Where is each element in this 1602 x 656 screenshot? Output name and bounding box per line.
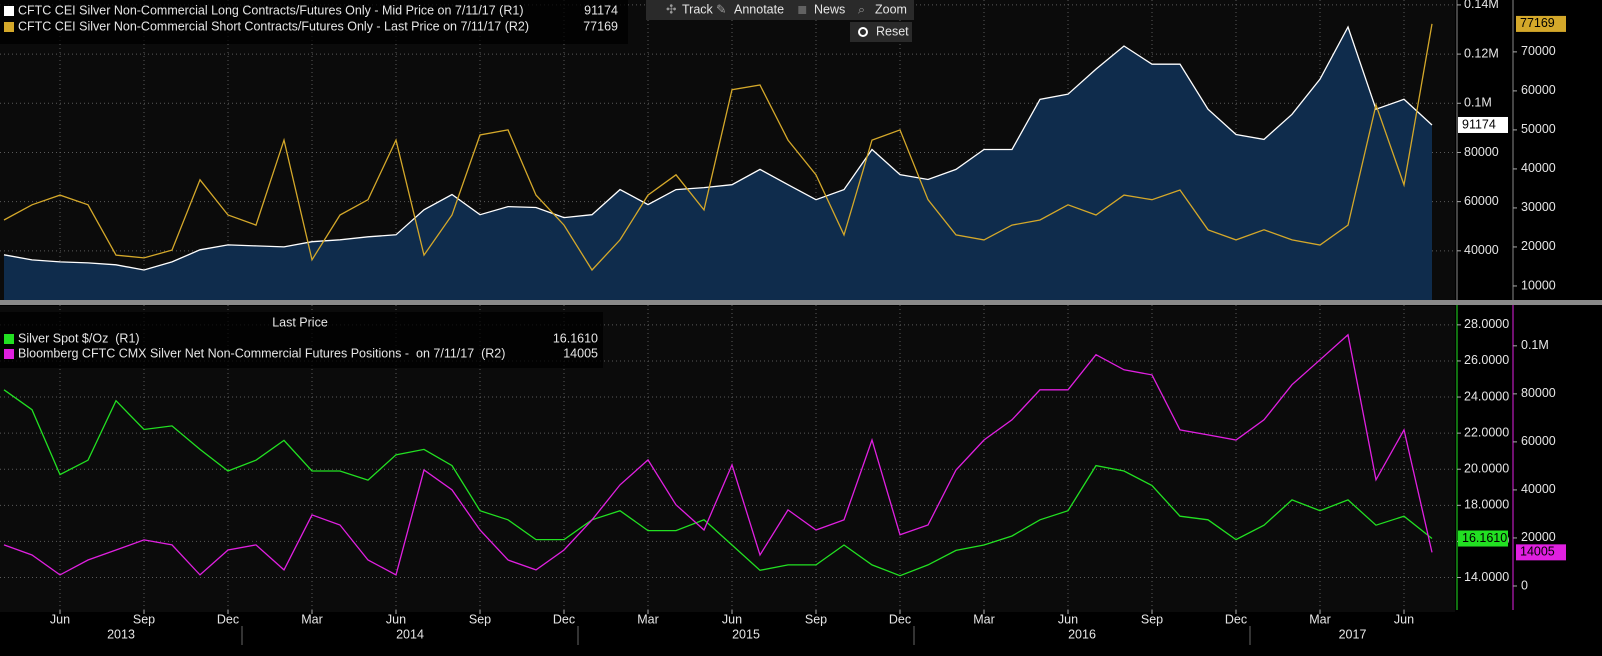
legend-label: Silver Spot $/Oz (R1) <box>18 331 140 345</box>
y2-tick-label: 30000 <box>1521 200 1556 214</box>
news-icon: ≣ <box>797 2 807 16</box>
year-label: 2017 <box>1339 627 1367 641</box>
x-tick-label: Jun <box>722 612 742 626</box>
y2-tick-label: 0 <box>1521 578 1528 592</box>
legend-bg <box>0 0 628 44</box>
x-tick-label: Mar <box>637 612 659 626</box>
year-label: 2015 <box>732 627 760 641</box>
legend-value: 77169 <box>583 19 618 33</box>
x-tick-label: Dec <box>1225 612 1247 626</box>
zoom-icon: ⌕ <box>858 2 865 16</box>
plot-layer: 0.14M 0.12M 0.1M 80000 60000 40000 70000 60000 5… <box>0 0 1566 645</box>
x-tick-label: Dec <box>553 612 575 626</box>
x-tick-label: Jun <box>386 612 406 626</box>
reset-icon <box>858 27 868 37</box>
last-value-box <box>1516 544 1566 561</box>
legend-swatch <box>4 349 14 359</box>
y2-tick-label: 10000 <box>1521 278 1556 292</box>
x-tick-label: Sep <box>469 612 491 626</box>
y-tick-label: 22.0000 <box>1464 425 1509 439</box>
area <box>4 27 1432 300</box>
y-tick-label: 0.12M <box>1464 46 1499 60</box>
legend-label: CFTC CEI Silver Non-Commercial Long Cont… <box>18 3 523 17</box>
y2-tick-label: 50000 <box>1521 122 1556 136</box>
y-tick-label: 18.0000 <box>1464 498 1509 512</box>
y-tick-label: 26.0000 <box>1464 353 1509 367</box>
toolbar-bg <box>646 0 914 20</box>
reset-button[interactable] <box>850 22 912 42</box>
y-tick-label: 0.14M <box>1464 0 1499 11</box>
legend-value: 16.1610 <box>553 331 598 345</box>
reset-label[interactable]: Reset <box>876 24 909 38</box>
y2-tick-label: 80000 <box>1521 386 1556 400</box>
x-tick-label: Jun <box>50 612 70 626</box>
last-value-box <box>1458 116 1508 133</box>
x-tick-label: Mar <box>301 612 323 626</box>
year-label: 2014 <box>396 627 424 641</box>
y-tick-label: 60000 <box>1464 194 1499 208</box>
legend-title: Last Price <box>272 315 328 329</box>
x-tick-label: Jun <box>1394 612 1414 626</box>
y2-tick-label: 40000 <box>1521 161 1556 175</box>
legend-swatch <box>4 22 14 32</box>
y2-tick-label: 60000 <box>1521 83 1556 97</box>
toolbar-zoom[interactable]: Zoom <box>875 2 907 16</box>
y2-tick-label: 20000 <box>1521 239 1556 253</box>
last-value-box <box>1516 15 1566 32</box>
y2-tick-label: 20000 <box>1521 530 1556 544</box>
last-value-label: 77169 <box>1520 16 1555 30</box>
legend-swatch <box>4 6 14 16</box>
series-line <box>3 389 1433 577</box>
y-tick-label: 14.0000 <box>1464 570 1509 584</box>
y-tick-label: 28.0000 <box>1464 317 1509 331</box>
y2-tick-label: 60000 <box>1521 434 1556 448</box>
series-line <box>3 23 1433 272</box>
y-tick-label: 20.0000 <box>1464 462 1509 476</box>
legend-value: 14005 <box>563 346 598 360</box>
x-tick-label: Dec <box>889 612 911 626</box>
year-label: 2016 <box>1068 627 1096 641</box>
toolbar-annotate[interactable]: Annotate <box>734 2 784 16</box>
legend-bg <box>0 312 603 368</box>
legend-label: CFTC CEI Silver Non-Commercial Short Con… <box>18 19 529 33</box>
y2-tick-label: 40000 <box>1521 482 1556 496</box>
last-value-label: 91174 <box>1462 117 1496 131</box>
x-tick-label: Mar <box>1309 612 1331 626</box>
panel-divider <box>0 300 1602 305</box>
y-tick-label: 40000 <box>1464 243 1499 257</box>
legend-value: 91174 <box>584 3 618 17</box>
last-value-box <box>1458 530 1508 547</box>
x-tick-label: Sep <box>805 612 827 626</box>
toolbar: ✣ Track ✎ Annotate ≣ News ⌕ Zoom Reset <box>646 0 914 42</box>
year-label: 2013 <box>107 627 135 641</box>
y-tick-label: 24.0000 <box>1464 389 1509 403</box>
legend-swatch <box>4 334 14 344</box>
y-tick-label: 0.1M <box>1464 96 1492 110</box>
y2-tick-label: 70000 <box>1521 44 1556 58</box>
x-tick-label: Jun <box>1058 612 1078 626</box>
last-value-label: 16.1610 <box>1462 531 1507 545</box>
toolbar-track[interactable]: Track <box>682 2 714 16</box>
x-tick-label: Sep <box>1141 612 1163 626</box>
y-tick-label: 80000 <box>1464 145 1499 159</box>
annotate-icon: ✎ <box>716 2 726 16</box>
x-tick-label: Mar <box>973 612 995 626</box>
x-tick-label: Dec <box>217 612 239 626</box>
series-line <box>3 25 1433 271</box>
toolbar-news[interactable]: News <box>814 2 845 16</box>
last-value-label: 14005 <box>1520 545 1555 559</box>
x-tick-label: Sep <box>133 612 155 626</box>
legend-label: Bloomberg CFTC CMX Silver Net Non-Commer… <box>18 346 505 360</box>
y2-tick-label: 0.1M <box>1521 338 1549 352</box>
series-line <box>3 333 1433 576</box>
track-icon: ✣ <box>666 2 677 16</box>
